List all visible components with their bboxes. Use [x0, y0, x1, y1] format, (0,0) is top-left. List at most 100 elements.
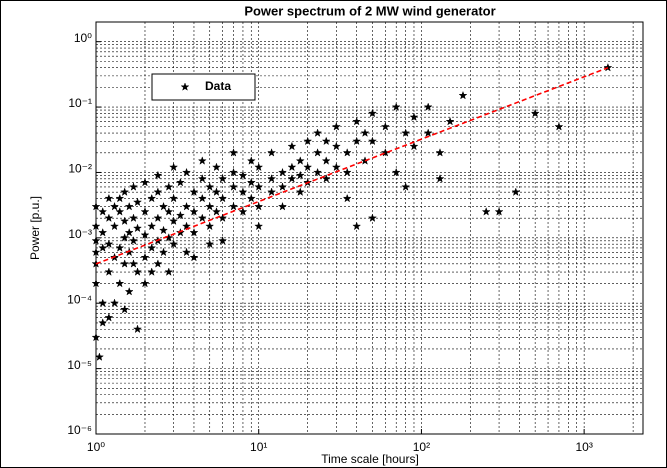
data-point	[158, 225, 169, 235]
data-point	[91, 278, 101, 288]
data-point	[367, 213, 378, 223]
data-point	[603, 62, 613, 72]
data-point	[115, 278, 125, 288]
data-point	[147, 243, 157, 252]
data-point	[120, 233, 130, 242]
data-point	[91, 332, 101, 342]
data-point	[91, 236, 101, 245]
data-point	[169, 239, 179, 249]
data-point	[109, 221, 120, 231]
data-point	[147, 267, 157, 276]
data-point	[367, 108, 378, 118]
data-point	[331, 122, 341, 131]
data-point	[120, 216, 130, 226]
data-point	[391, 167, 401, 177]
y-tick-label: 10⁻⁵	[67, 358, 92, 372]
data-point	[267, 148, 277, 157]
data-point	[128, 259, 139, 268]
legend-marker	[180, 82, 190, 91]
data-point	[158, 247, 169, 257]
data-point	[124, 201, 134, 211]
data-point	[104, 213, 114, 223]
data-point	[132, 324, 143, 334]
data-point	[380, 122, 390, 131]
data-point	[238, 170, 248, 180]
data-point	[169, 216, 179, 226]
data-point	[104, 312, 114, 322]
data-point	[132, 223, 143, 233]
data-point	[197, 174, 207, 183]
data-point	[218, 174, 228, 183]
data-point	[115, 243, 125, 252]
data-point	[218, 193, 228, 203]
data-point	[228, 182, 239, 191]
data-point	[164, 182, 174, 191]
data-point	[120, 187, 130, 197]
x-tick-label: 10³	[575, 440, 592, 454]
data-point	[352, 221, 362, 231]
data-point	[197, 156, 207, 165]
data-point	[218, 236, 228, 245]
data-point	[197, 213, 207, 223]
data-point	[303, 136, 313, 146]
data-point	[295, 170, 305, 180]
data-point	[158, 201, 169, 211]
data-point	[128, 182, 139, 191]
data-point	[189, 252, 199, 262]
legend	[151, 73, 256, 101]
x-axis-label: Time scale [hours]	[321, 452, 419, 466]
data-point	[153, 213, 163, 223]
data-point	[342, 167, 352, 177]
data-point	[321, 136, 331, 146]
data-point	[91, 201, 101, 211]
data-point	[409, 141, 419, 151]
data-point	[494, 207, 504, 216]
data-point	[140, 207, 150, 216]
y-tick-label: 10⁰	[74, 31, 92, 45]
data-point	[352, 136, 362, 146]
data-point	[313, 128, 323, 137]
data-point	[367, 136, 378, 146]
data-point	[94, 352, 105, 361]
data-point	[98, 298, 108, 308]
data-point	[175, 177, 185, 187]
x-tick-label: 10¹	[250, 440, 267, 454]
data-point	[153, 187, 163, 197]
data-point	[181, 167, 192, 177]
data-point	[211, 162, 222, 172]
data-point	[254, 162, 264, 172]
data-point	[228, 167, 239, 177]
data-point	[246, 193, 256, 203]
data-point	[109, 201, 120, 211]
data-point	[277, 182, 288, 191]
data-point	[435, 174, 445, 183]
data-point	[91, 221, 101, 231]
data-point	[205, 201, 215, 211]
data-point	[98, 207, 108, 216]
data-point	[132, 267, 143, 276]
data-point	[181, 247, 192, 257]
data-point	[342, 148, 352, 157]
data-point	[342, 193, 352, 203]
data-point	[124, 227, 134, 237]
data-point	[246, 156, 256, 165]
data-point	[401, 128, 411, 137]
data-point	[147, 221, 157, 231]
data-point	[401, 182, 411, 191]
data-point	[91, 247, 101, 257]
data-point	[128, 236, 139, 245]
data-point	[189, 207, 199, 216]
data-point	[228, 201, 239, 211]
data-point	[128, 213, 139, 223]
data-point	[140, 252, 150, 262]
data-point	[254, 201, 264, 211]
data-point	[104, 239, 114, 249]
x-tick-label: 10⁰	[87, 440, 105, 454]
data-point	[267, 174, 277, 183]
data-point	[140, 177, 150, 187]
data-point	[164, 207, 174, 216]
data-point	[132, 197, 143, 207]
data-point	[98, 243, 108, 252]
data-point	[238, 207, 248, 216]
data-point	[124, 286, 134, 296]
